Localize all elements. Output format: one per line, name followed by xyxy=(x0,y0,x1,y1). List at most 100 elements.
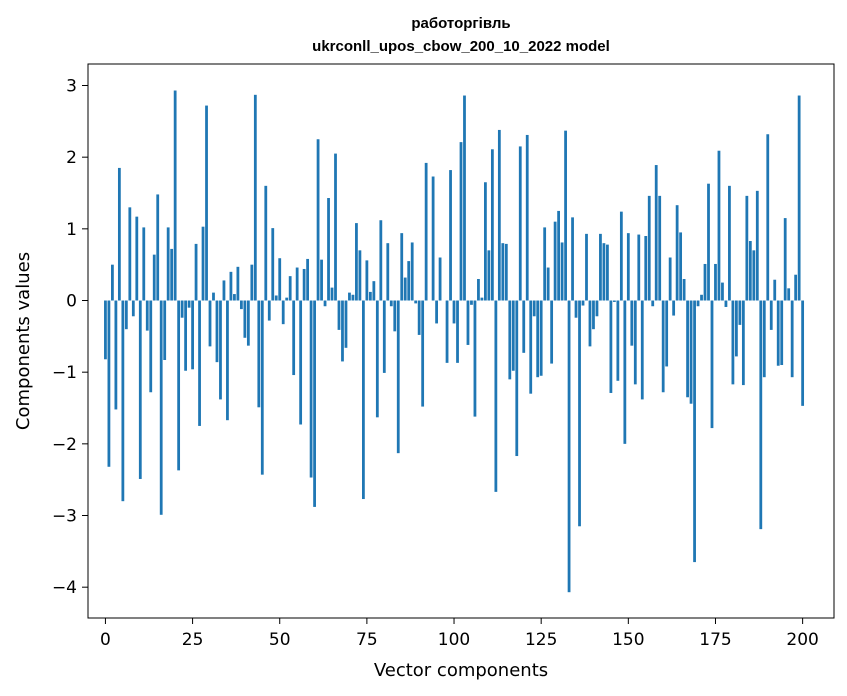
y-tick-label: −1 xyxy=(52,363,77,383)
x-tick-label: 75 xyxy=(356,630,378,650)
bar-58 xyxy=(306,258,310,301)
bar-127 xyxy=(546,267,550,301)
bar-81 xyxy=(386,243,390,301)
bar-54 xyxy=(292,300,296,376)
bar-140 xyxy=(592,300,595,330)
bar-200 xyxy=(801,300,805,406)
bar-30 xyxy=(208,300,212,347)
bar-16 xyxy=(159,300,163,515)
y-tick-label: −2 xyxy=(52,435,77,455)
bar-71 xyxy=(351,294,355,301)
bar-133 xyxy=(567,300,571,593)
bar-187 xyxy=(755,190,759,301)
bar-149 xyxy=(623,300,627,444)
bar-163 xyxy=(672,300,676,316)
bar-107 xyxy=(477,279,480,301)
bar-67 xyxy=(337,300,341,330)
y-tick-label: −3 xyxy=(52,507,77,527)
bar-155 xyxy=(644,236,648,301)
bar-27 xyxy=(198,300,201,426)
bar-2 xyxy=(111,264,114,301)
bar-92 xyxy=(424,162,428,301)
bar-51 xyxy=(281,300,285,325)
bar-117 xyxy=(511,300,515,371)
bar-146 xyxy=(612,300,616,302)
y-axis-ticks: −4 −3 −2 −1 0 1 2 3 xyxy=(52,77,88,598)
bar-176 xyxy=(717,150,721,301)
bar-42 xyxy=(250,264,254,301)
bar-105 xyxy=(470,300,473,305)
bar-13 xyxy=(149,300,153,393)
bar-189 xyxy=(762,300,766,378)
bar-66 xyxy=(334,153,337,301)
bar-76 xyxy=(368,291,372,301)
bar-198 xyxy=(794,274,798,301)
bar-183 xyxy=(741,300,745,386)
bar-169 xyxy=(693,300,696,563)
bar-174 xyxy=(710,300,714,429)
bar-46 xyxy=(264,185,268,301)
bar-25 xyxy=(191,300,194,370)
bar-62 xyxy=(320,259,323,301)
bar-47 xyxy=(267,300,271,321)
y-tick-label: −4 xyxy=(52,578,77,598)
bar-113 xyxy=(497,129,501,301)
x-tick-label: 150 xyxy=(612,630,644,650)
bar-86 xyxy=(403,277,407,301)
bar-96 xyxy=(438,257,442,301)
bar-125 xyxy=(539,300,543,376)
bar-150 xyxy=(626,233,630,301)
bar-121 xyxy=(525,134,529,301)
y-tick-label: 3 xyxy=(66,77,77,97)
bar-88 xyxy=(410,242,414,301)
bar-165 xyxy=(679,232,683,301)
bar-99 xyxy=(449,170,452,301)
bar-102 xyxy=(459,142,463,301)
bar-59 xyxy=(309,300,313,478)
bar-38 xyxy=(236,266,240,301)
bar-119 xyxy=(518,146,522,301)
bar-6 xyxy=(124,300,128,330)
bar-175 xyxy=(714,263,717,301)
bar-44 xyxy=(257,300,261,408)
bar-170 xyxy=(696,300,700,307)
bar-19 xyxy=(170,248,174,301)
bar-145 xyxy=(609,300,613,393)
bar-156 xyxy=(647,195,651,301)
bar-94 xyxy=(431,176,435,301)
bar-20 xyxy=(173,90,177,301)
bar-57 xyxy=(302,268,306,301)
bar-100 xyxy=(452,300,456,324)
bar-185 xyxy=(748,241,752,301)
bar-191 xyxy=(769,300,773,330)
bars-group xyxy=(104,90,805,593)
bar-157 xyxy=(651,300,655,307)
bar-171 xyxy=(700,294,703,301)
plot-frame xyxy=(87,63,835,619)
x-tick-label: 50 xyxy=(269,630,291,650)
bar-144 xyxy=(606,244,609,301)
bar-24 xyxy=(187,300,191,308)
bar-39 xyxy=(239,300,243,310)
bar-89 xyxy=(414,300,418,304)
y-tick-label: 1 xyxy=(66,220,77,240)
bar-141 xyxy=(595,300,599,317)
bar-43 xyxy=(253,94,257,301)
bar-111 xyxy=(490,149,494,301)
bar-124 xyxy=(536,300,540,378)
bar-80 xyxy=(382,300,386,373)
bar-37 xyxy=(233,294,236,301)
bar-132 xyxy=(564,130,567,301)
y-tick-label: 0 xyxy=(66,292,77,312)
bar-199 xyxy=(797,95,801,301)
bar-137 xyxy=(581,300,585,306)
bar-101 xyxy=(456,300,459,363)
bar-182 xyxy=(738,300,742,325)
bar-110 xyxy=(487,250,491,301)
bar-95 xyxy=(435,300,438,324)
bar-197 xyxy=(790,300,794,378)
bar-173 xyxy=(707,183,710,301)
x-axis-label: Vector components xyxy=(374,660,548,681)
bar-131 xyxy=(560,242,564,301)
y-tick-label: 2 xyxy=(66,148,77,168)
